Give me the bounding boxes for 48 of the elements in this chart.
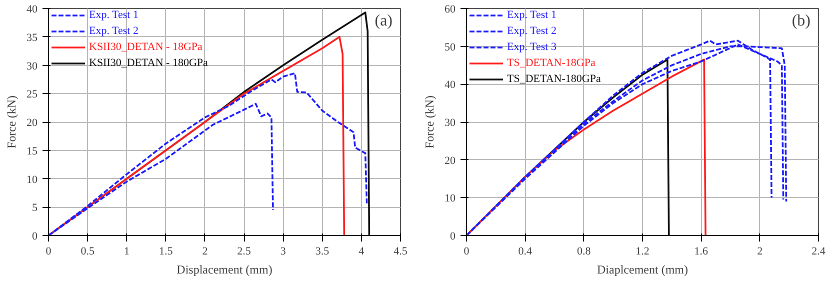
y-tick-label: 30 [444,117,456,129]
y-tick-label: 25 [26,88,38,101]
y-tick-label: 60 [444,4,456,16]
annotation: (b) [792,12,810,30]
x-axis-title: Displacement (mm) [176,262,272,276]
legend-label: Exp. Test 1 [507,9,556,21]
y-axis-title: Force (kN) [422,96,436,148]
legend-label: Exp. Test 2 [89,25,138,37]
y-tick-label: 20 [26,117,38,129]
x-tick-label: 0 [464,246,470,258]
x-tick-label: 4 [358,246,365,258]
x-tick-label: 1 [124,246,130,258]
x-tick-label: 1.5 [158,246,174,258]
x-tick-label: 2.5 [237,246,252,258]
legend-label: Exp. Test 2 [507,25,556,37]
annotation: (a) [374,12,393,30]
x-tick-label: 0.4 [518,246,533,258]
x-tick-label: 2.4 [812,246,826,258]
y-tick-label: 40 [444,79,456,92]
legend-label: KSII30_DETAN - 180GPa [89,57,208,69]
y-tick-label: 10 [26,174,38,186]
legend-label: TS_DETAN-18GPa [507,57,596,69]
x-tick-label: 1.2 [636,246,650,258]
y-tick-label: 30 [26,60,38,72]
x-tick-label: 3 [280,246,286,258]
x-tick-label: 2 [757,246,763,258]
y-tick-label: 10 [444,192,456,205]
y-tick-label: 50 [444,41,456,54]
x-axis-title: Diaplcement (mm) [597,262,688,276]
legend-label: Exp. Test 3 [507,41,556,53]
legend-label: TS_DETAN-180GPa [507,73,601,85]
y-tick-label: 20 [444,154,456,167]
x-tick-label: 1.6 [694,246,709,258]
y-tick-label: 0 [32,230,38,242]
legend-label: KSII30_DETAN - 18GPa [89,41,202,53]
x-tick-label: 0.8 [576,246,592,258]
y-tick-label: 15 [26,145,38,158]
legend-label: Exp. Test 1 [89,9,138,21]
y-tick-label: 40 [26,4,38,16]
y-tick-label: 35 [26,32,38,44]
y-tick-label: 0 [450,230,456,242]
x-tick-label: 2 [202,246,208,258]
x-tick-label: 0 [46,246,52,258]
x-tick-label: 4.5 [394,246,408,258]
x-tick-label: 3.5 [315,246,330,258]
y-tick-label: 5 [32,202,38,214]
x-tick-label: 0.5 [80,246,95,258]
y-axis-title: Force (kN) [4,96,18,148]
